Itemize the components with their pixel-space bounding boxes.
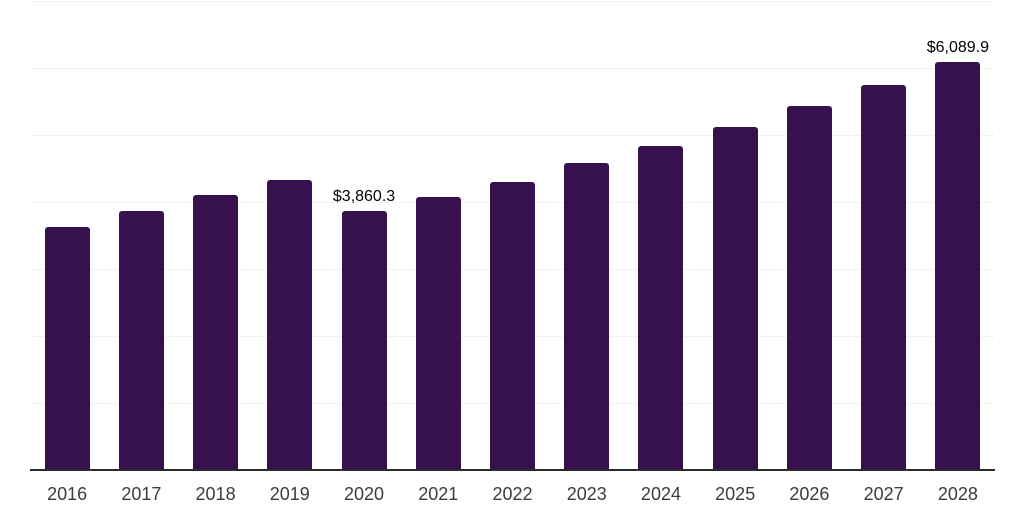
plot-area: $3,860.3 $6,089.9 bbox=[30, 0, 995, 470]
bar-2023[interactable] bbox=[564, 163, 610, 470]
bar-2024[interactable] bbox=[638, 146, 684, 470]
x-axis-line bbox=[30, 469, 995, 471]
gridline-7000 bbox=[30, 0, 995, 2]
bar-2019[interactable] bbox=[267, 179, 313, 470]
x-axis-label-2025: 2025 bbox=[715, 484, 756, 504]
x-axis-label-2027: 2027 bbox=[863, 484, 904, 504]
bar-2028[interactable] bbox=[935, 61, 981, 470]
gridline-5000 bbox=[30, 134, 995, 136]
x-axis-label-2024: 2024 bbox=[640, 484, 681, 504]
bar-2022[interactable] bbox=[490, 181, 535, 470]
bar-2016[interactable] bbox=[44, 226, 90, 470]
bar-2017[interactable] bbox=[118, 210, 164, 470]
x-axis-label-2028: 2028 bbox=[937, 484, 978, 504]
x-axis-label-2016: 2016 bbox=[47, 484, 88, 504]
bar-2018[interactable] bbox=[193, 194, 239, 470]
x-axis-label-2026: 2026 bbox=[789, 484, 830, 504]
x-axis-label-2020: 2020 bbox=[344, 484, 385, 504]
bar-2027[interactable] bbox=[861, 84, 907, 470]
data-label-2028: $6,089.9 bbox=[926, 38, 990, 56]
x-axis-label-2019: 2019 bbox=[269, 484, 310, 504]
x-axis-label-2018: 2018 bbox=[195, 484, 236, 504]
x-axis: 2016 2017 2018 2019 2020 2021 2022 2023 2024 2025… bbox=[30, 484, 995, 508]
x-axis-label-2023: 2023 bbox=[566, 484, 607, 504]
bar-2020[interactable] bbox=[341, 211, 387, 470]
bar-2025[interactable] bbox=[712, 126, 758, 470]
x-axis-label-2022: 2022 bbox=[492, 484, 533, 504]
bar-2021[interactable] bbox=[415, 196, 461, 470]
x-axis-label-2021: 2021 bbox=[418, 484, 459, 504]
bar-2026[interactable] bbox=[786, 105, 832, 470]
data-label-2020: $3,860.3 bbox=[332, 187, 396, 205]
gridline-6000 bbox=[30, 67, 995, 69]
x-axis-label-2017: 2017 bbox=[121, 484, 162, 504]
